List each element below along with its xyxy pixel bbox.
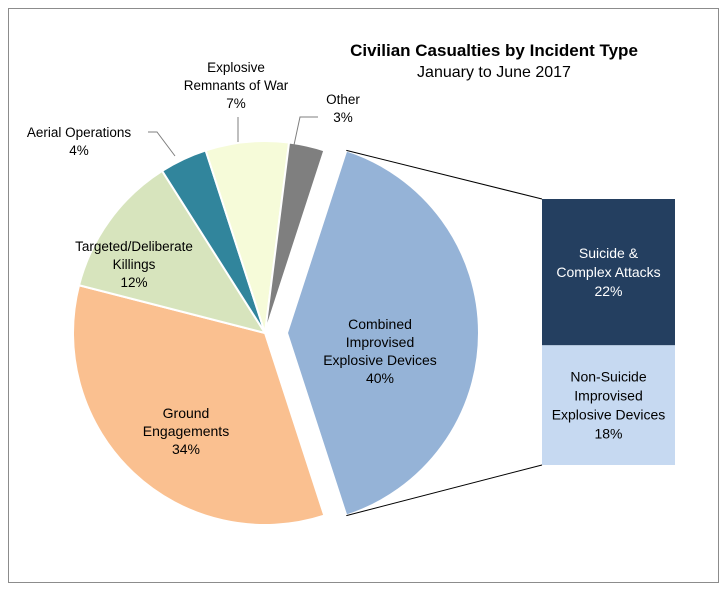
pie-slice-combined-improvised-explosive-devices [285, 149, 480, 517]
bar-segment-non-suicide-improvised-explosive-devices [542, 345, 675, 465]
pie-slice-ground-engagements [72, 284, 326, 526]
slice-label-targeted-deliberate-killings: Targeted/Deliberate Killings 12% [75, 239, 193, 290]
chart-subtitle: January to June 2017 [417, 64, 571, 81]
slice-label-aerial-operations: Aerial Operations 4% [27, 125, 132, 158]
slice-label-explosive-remnants-of-war: Explosive Remnants of War 7% [184, 60, 289, 111]
leader-line-other [293, 116, 318, 146]
bar-label-suicide-complex-attacks: Suicide & Complex Attacks 22% [556, 245, 660, 299]
pie-slice-other [264, 141, 326, 334]
chart-title: Civilian Casualties by Incident Type [350, 41, 638, 60]
bar-label-non-suicide-improvised-explosive-devices: Non-Suicide Improvised Explosive Devices 18… [552, 369, 666, 442]
chart-frame [8, 8, 719, 583]
slice-label-combined-improvised-explosive-devices: Combined Improvised Explosive Devices 40% [323, 316, 437, 386]
pie-slice-targeted-deliberate-killings [77, 169, 268, 335]
connector-line-bottom [346, 464, 543, 517]
connector-line-top [346, 149, 543, 200]
slice-label-other: Other 3% [326, 92, 360, 125]
bar-segment-suicide-complex-attacks [542, 199, 675, 346]
leader-line-aerial-operations [148, 131, 176, 157]
slice-label-ground-engagements: Ground Engagements 34% [143, 405, 229, 457]
